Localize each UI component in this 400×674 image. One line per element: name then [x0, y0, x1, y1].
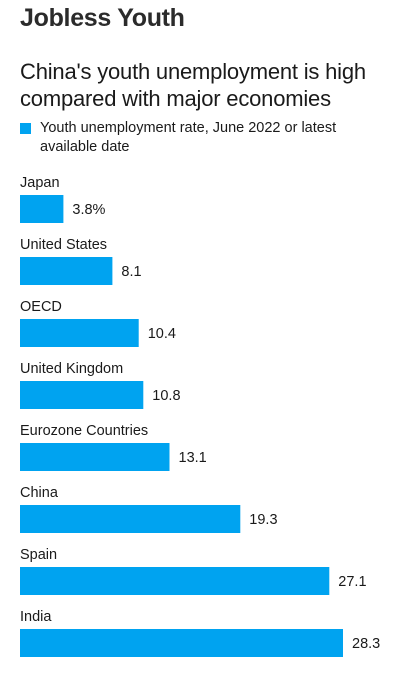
category-label: Eurozone Countries — [20, 423, 148, 439]
category-label: Japan — [20, 175, 60, 191]
bar — [20, 319, 139, 347]
legend-swatch — [20, 123, 31, 134]
value-label: 10.8 — [152, 388, 180, 404]
category-label: United Kingdom — [20, 361, 123, 377]
chart-headline: China's youth unemployment is high compa… — [20, 59, 366, 111]
bar — [20, 257, 113, 285]
value-label: 10.4 — [148, 326, 176, 342]
bar — [20, 567, 330, 595]
bar — [20, 381, 144, 409]
chart-kicker: Jobless Youth — [20, 4, 185, 32]
value-label: 13.1 — [179, 450, 207, 466]
category-label: Spain — [20, 547, 57, 563]
bar — [20, 629, 343, 657]
value-label: 28.3 — [352, 636, 380, 652]
bar — [20, 195, 64, 223]
category-label: India — [20, 609, 52, 625]
value-label: 19.3 — [249, 512, 277, 528]
bar — [20, 505, 241, 533]
category-label: United States — [20, 237, 107, 253]
category-label: China — [20, 485, 59, 501]
legend-label: Youth unemployment rate, June 2022 or la… — [40, 120, 337, 155]
category-label: OECD — [20, 299, 62, 315]
value-label: 8.1 — [121, 264, 141, 280]
value-label: 27.1 — [338, 574, 366, 590]
bar — [20, 443, 170, 471]
value-label: 3.8% — [72, 202, 105, 218]
